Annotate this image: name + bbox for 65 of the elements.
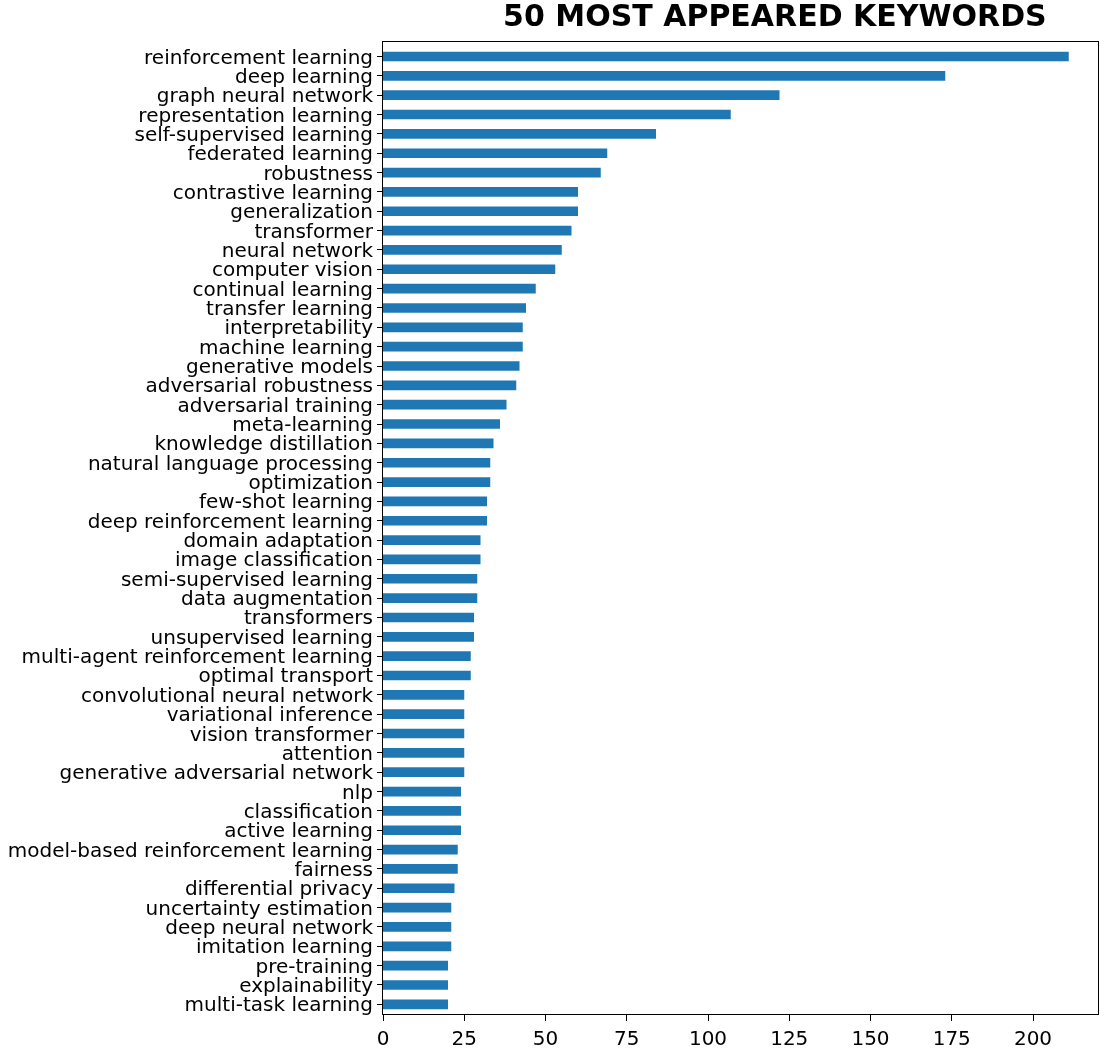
bar — [383, 593, 478, 603]
bar — [383, 129, 656, 139]
x-tick-label: 200 — [1013, 1026, 1053, 1050]
bar — [383, 51, 1069, 62]
y-tick-label: adversarial training — [177, 392, 373, 417]
bar — [383, 902, 452, 913]
bar — [383, 90, 780, 101]
bar — [383, 341, 523, 352]
x-tick-label: 100 — [688, 1026, 728, 1050]
bar — [383, 283, 536, 294]
bar — [383, 941, 452, 952]
bar — [383, 496, 487, 507]
chart-title: 50 MOST APPEARED KEYWORDS — [503, 0, 1047, 34]
bar — [383, 554, 481, 565]
bar — [383, 670, 471, 681]
bar — [383, 651, 471, 661]
bar — [383, 206, 578, 217]
bar — [383, 477, 491, 487]
bar — [383, 515, 487, 526]
bar — [383, 767, 465, 778]
bar — [383, 999, 448, 1010]
bar — [383, 264, 556, 275]
bar — [383, 709, 465, 720]
bar — [383, 399, 507, 410]
bar — [383, 612, 474, 623]
bar — [383, 980, 448, 990]
bar — [383, 109, 731, 120]
x-tick-label: 50 — [532, 1026, 559, 1050]
x-tick-label: 75 — [614, 1026, 640, 1050]
bar — [383, 631, 474, 642]
bar — [383, 419, 500, 429]
bar — [383, 748, 465, 758]
y-tick-label: unsupervised learning — [150, 624, 373, 649]
y-tick-label: contrastive learning — [172, 179, 373, 204]
bar — [383, 806, 461, 816]
x-tick-label: 25 — [451, 1026, 477, 1050]
bar — [383, 825, 461, 836]
bar — [383, 148, 608, 159]
y-tick-label: differential privacy — [184, 876, 374, 901]
bar — [383, 844, 458, 855]
bar — [383, 728, 465, 739]
bar — [383, 438, 494, 449]
bar — [383, 883, 455, 894]
x-tick-label: 175 — [932, 1026, 971, 1050]
x-tick-label: 125 — [770, 1026, 809, 1050]
bar — [383, 535, 481, 545]
bar — [383, 864, 458, 874]
bar — [383, 361, 520, 371]
bar — [383, 690, 465, 700]
bar — [383, 457, 491, 468]
bar — [383, 225, 572, 236]
bar — [383, 960, 448, 971]
x-tick-label: 0 — [376, 1026, 390, 1050]
bar — [383, 187, 578, 197]
bar — [383, 322, 523, 333]
bar — [383, 303, 526, 313]
bar — [383, 71, 946, 81]
x-tick-label: 150 — [851, 1026, 890, 1050]
bar — [383, 245, 562, 255]
bar — [383, 573, 478, 584]
bar — [383, 786, 461, 797]
bar — [383, 380, 517, 391]
bar — [383, 167, 601, 178]
bar — [383, 922, 452, 932]
y-tick-label: active learning — [224, 818, 373, 843]
